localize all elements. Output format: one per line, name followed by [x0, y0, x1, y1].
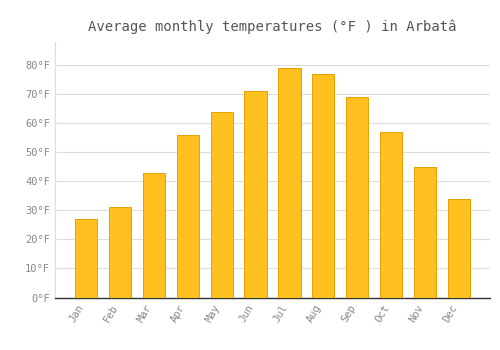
Bar — [210, 112, 233, 298]
Title: Average monthly temperatures (°F ) in Arbatâ: Average monthly temperatures (°F ) in Ar… — [88, 19, 457, 34]
Bar — [414, 167, 436, 298]
Bar — [176, 135, 199, 298]
Bar — [380, 132, 402, 298]
Bar — [278, 68, 300, 298]
Bar — [312, 74, 334, 298]
Bar — [448, 199, 470, 298]
Bar — [244, 91, 266, 298]
Bar — [346, 97, 368, 298]
Bar — [108, 208, 131, 298]
Bar — [75, 219, 97, 298]
Bar — [142, 173, 165, 298]
